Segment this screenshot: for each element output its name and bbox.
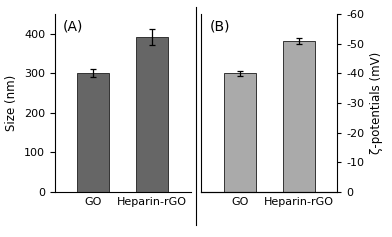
Bar	[283, 41, 315, 192]
Y-axis label: ζ-potentials (mV): ζ-potentials (mV)	[370, 52, 383, 154]
Bar	[77, 73, 109, 192]
Text: (A): (A)	[63, 20, 83, 34]
Text: (B): (B)	[210, 20, 230, 34]
Y-axis label: Size (nm): Size (nm)	[5, 75, 18, 131]
Bar	[223, 73, 256, 192]
Bar	[136, 37, 169, 192]
